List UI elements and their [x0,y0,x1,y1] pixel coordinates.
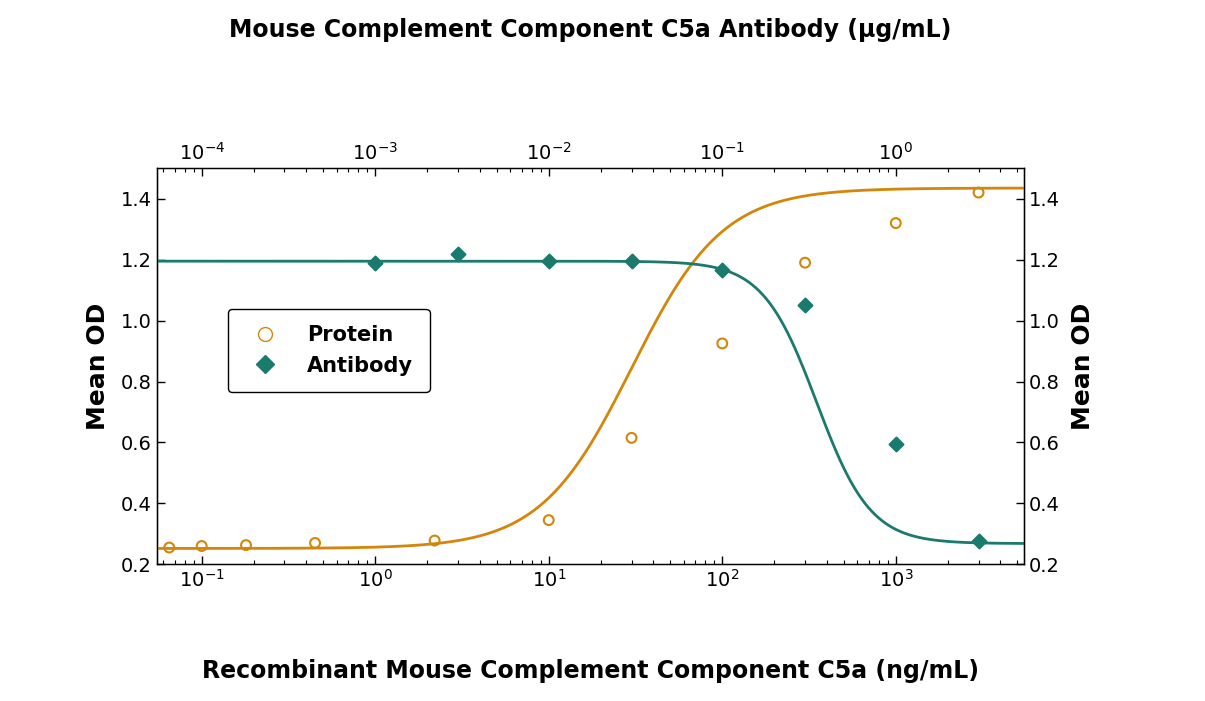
Point [795,257,815,268]
Point [712,338,731,349]
Point [622,433,641,444]
Y-axis label: Mean OD: Mean OD [1071,303,1095,430]
Point [236,540,255,551]
Point [305,538,324,549]
Text: Mouse Complement Component C5a Antibody (μg/mL): Mouse Complement Component C5a Antibody … [229,18,952,41]
Point [192,540,211,552]
Point [886,438,905,449]
Point [795,300,815,311]
Point [712,265,731,276]
Point [159,542,178,553]
Point [969,187,988,198]
Point [539,515,558,526]
Point [622,256,641,267]
Point [1059,538,1078,549]
Point [1142,536,1162,547]
Y-axis label: Mean OD: Mean OD [86,303,110,430]
Legend: Protein, Antibody: Protein, Antibody [228,308,430,393]
Point [448,248,468,259]
Point [365,257,384,268]
Point [539,256,558,267]
Text: Recombinant Mouse Complement Component C5a (ng/mL): Recombinant Mouse Complement Component C… [202,660,978,683]
Point [886,217,905,229]
Point [969,536,988,547]
Point [425,535,445,546]
